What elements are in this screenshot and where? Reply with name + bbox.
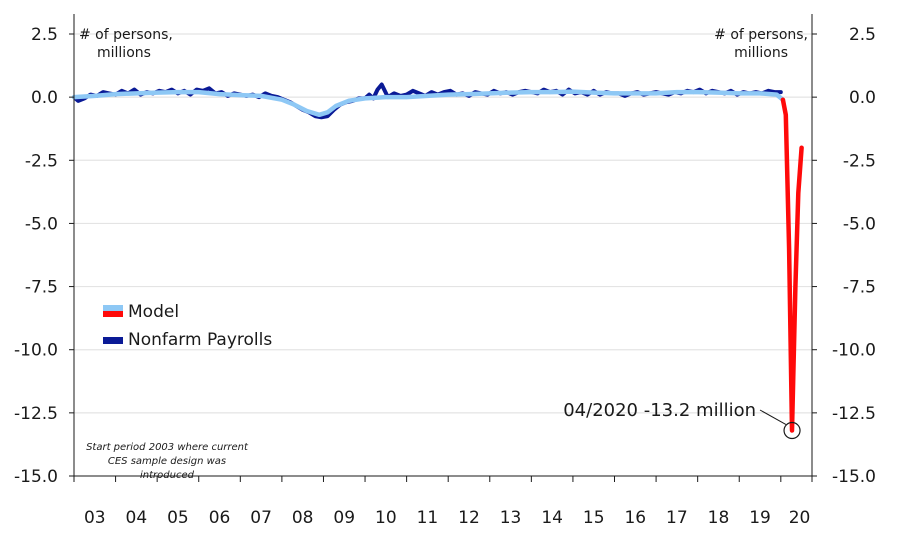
right-y-tick-label: -12.5 <box>832 404 876 424</box>
right-y-tick-label: -2.5 <box>843 151 876 171</box>
right-y-tick-label: -15.0 <box>832 467 876 487</box>
legend-swatch-model <box>103 305 123 311</box>
annotation-label: 04/2020 -13.2 million <box>563 400 756 421</box>
right-y-tick-label: -5.0 <box>843 214 876 234</box>
left-y-tick-label: 2.5 <box>31 25 58 45</box>
right-y-tick-label: -7.5 <box>843 278 876 298</box>
x-tick-label: 16 <box>624 508 646 528</box>
left-y-tick-label: 0.0 <box>31 88 58 108</box>
left-y-tick-label: -2.5 <box>25 151 58 171</box>
left-unit-label-line1: # of persons, <box>79 27 173 43</box>
legend-label-nonfarm-payrolls: Nonfarm Payrolls <box>128 330 272 350</box>
series-line-model <box>71 89 786 118</box>
x-tick-label: 15 <box>583 508 605 528</box>
legend-swatch-nonfarm-payrolls <box>103 337 123 344</box>
x-tick-label: 08 <box>292 508 314 528</box>
series-line-nonfarm-payrolls <box>72 82 783 120</box>
series-layer <box>71 82 804 433</box>
note-line1: Start period 2003 where current <box>86 442 249 453</box>
left-y-tick-label: -12.5 <box>14 404 58 424</box>
x-tick-label: 04 <box>126 508 148 528</box>
legend: Model Nonfarm Payrolls <box>103 302 272 350</box>
annotation-leader-line <box>759 409 787 425</box>
right-y-tick-label: -10.0 <box>832 341 876 361</box>
x-tick-label: 09 <box>333 508 355 528</box>
x-tick-label: 18 <box>708 508 730 528</box>
grid-lines <box>74 33 812 414</box>
left-unit-label: # of persons, millions <box>79 27 173 61</box>
annotation: 04/2020 -13.2 million <box>563 400 801 440</box>
right-unit-label-line1: # of persons, <box>714 27 808 43</box>
x-tick-label: 05 <box>167 508 189 528</box>
note-line2: CES sample design was <box>108 456 226 467</box>
x-tick-label: 03 <box>84 508 106 528</box>
x-tick-label: 12 <box>458 508 480 528</box>
x-tick-label: 20 <box>789 508 811 528</box>
note-line3: introduced <box>140 470 195 481</box>
x-tick-label: 13 <box>500 508 522 528</box>
legend-item-model: Model <box>103 302 179 322</box>
legend-swatch-model-tail <box>103 311 123 317</box>
x-tick-label: 06 <box>209 508 231 528</box>
note: Start period 2003 where current CES samp… <box>86 442 249 481</box>
left-y-tick-label: -7.5 <box>25 278 58 298</box>
legend-item-nonfarm-payrolls: Nonfarm Payrolls <box>103 330 272 350</box>
x-tick-label: 14 <box>541 508 563 528</box>
left-unit-label-line2: millions <box>97 45 151 61</box>
x-tick-label: 19 <box>749 508 771 528</box>
x-tick-label: 10 <box>375 508 397 528</box>
right-unit-label-line2: millions <box>734 45 788 61</box>
left-y-tick-label: -5.0 <box>25 214 58 234</box>
right-unit-label: # of persons, millions <box>714 27 808 61</box>
right-y-tick-label: 0.0 <box>849 88 876 108</box>
x-tick-label: 07 <box>250 508 272 528</box>
x-tick-label: 17 <box>666 508 688 528</box>
x-tick-label: 11 <box>417 508 439 528</box>
axes <box>73 14 813 482</box>
series-line-model-2020-decline <box>780 97 804 433</box>
right-y-tick-label: 2.5 <box>849 25 876 45</box>
legend-label-model: Model <box>128 302 179 322</box>
left-y-tick-label: -15.0 <box>14 467 58 487</box>
annotation-marker <box>783 421 801 440</box>
left-y-tick-label: -10.0 <box>14 341 58 361</box>
tick-labels: 2.5 2.5 0.0 0.0 -2.5 -2.5 -5.0 -5.0 -7.5 -7.5 -10.… <box>14 25 876 528</box>
